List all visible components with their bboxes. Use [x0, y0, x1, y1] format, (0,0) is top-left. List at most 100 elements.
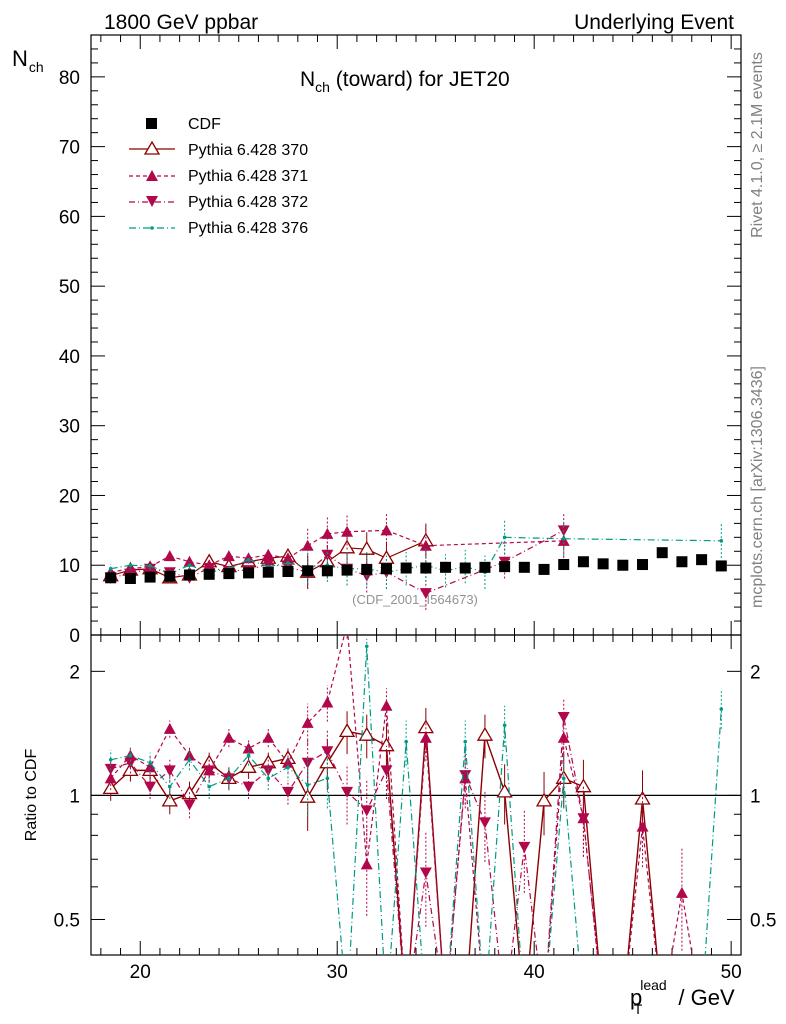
- legend-entry-cdf: CDF: [146, 116, 221, 133]
- data-point: [243, 567, 255, 579]
- main-series-data: [105, 547, 727, 584]
- data-point: [163, 550, 176, 562]
- data-point: [223, 568, 235, 580]
- ratio-point: [128, 753, 133, 758]
- series-line-segment: [327, 554, 348, 570]
- data-point: [440, 561, 452, 573]
- header-right: Underlying Event: [574, 11, 734, 34]
- data-point: [719, 539, 724, 543]
- rivet-version-label: Rivet 4.1.0, ≥ 2.1M events: [749, 52, 766, 238]
- ratio-y-tick-label-right: 0.5: [750, 910, 776, 931]
- ratio-point: [325, 776, 330, 781]
- ratio-point: [341, 786, 354, 798]
- series-line-segment: [268, 562, 289, 568]
- data-point: [656, 547, 668, 559]
- ratio-point: [561, 776, 566, 781]
- data-point: [341, 525, 354, 537]
- ratio-series-s371: [104, 635, 693, 955]
- main-title: Nch (toward) for JET20: [300, 68, 510, 95]
- series-line-segment: [386, 529, 427, 547]
- ratio-series-s376: [108, 638, 724, 955]
- main-ylabel: Nch: [12, 46, 44, 75]
- ratio-point: [240, 759, 257, 773]
- main-y-tick-label: 80: [59, 68, 80, 89]
- main-series-s376: [108, 519, 724, 589]
- main-series: [102, 512, 727, 610]
- data-point: [302, 565, 314, 577]
- ratio-point: [187, 758, 192, 762]
- ratio-y-tick-label-right: 1: [750, 786, 761, 807]
- series-line-segment: [386, 571, 427, 594]
- main-panel: 0 10 20 30 40 50 60 70 80 Nch Nch (toward) for J…: [12, 34, 742, 647]
- data-point: [378, 549, 395, 564]
- data-point: [321, 549, 334, 561]
- ratio-axes: 20 30 40 50 0.5 0.5 1 1 2 2: [54, 635, 776, 983]
- data-point: [358, 540, 375, 555]
- ratio-point: [358, 726, 375, 741]
- legend-label-371: Pythia 6.428 371: [188, 168, 308, 185]
- data-point: [262, 558, 275, 570]
- ratio-panel: 20 30 40 50 0.5 0.5 1 1 2 2 Ratio to CDF plead T /…: [23, 634, 776, 1017]
- ratio-point: [380, 699, 393, 711]
- main-y-tick-label: 50: [59, 277, 80, 298]
- data-point: [561, 536, 566, 541]
- ratio-point: [281, 786, 294, 798]
- ratio-point: [161, 792, 178, 807]
- ratio-point: [502, 723, 507, 728]
- ratio-point: [163, 765, 176, 777]
- ratio-point: [338, 723, 356, 738]
- ratio-point: [144, 761, 157, 773]
- ratio-y-tick-label: 0.5: [54, 910, 80, 931]
- data-point: [286, 561, 290, 565]
- mcplots-label: mcplots.cern.ch [arXiv:1306.3436]: [749, 366, 766, 608]
- ratio-point: [476, 726, 494, 741]
- main-y-tick-label: 10: [59, 556, 80, 577]
- legend-label-370: Pythia 6.428 370: [188, 142, 308, 159]
- ratio-point: [108, 758, 113, 762]
- legend-marker-triangle-down: [146, 196, 158, 207]
- legend-label-372: Pythia 6.428 372: [188, 194, 308, 211]
- ratio-point: [496, 783, 513, 798]
- analysis-watermark: (CDF_2001_I564673): [352, 592, 478, 607]
- data-point: [538, 563, 550, 575]
- ratio-point: [417, 719, 434, 734]
- ratio-point: [144, 781, 157, 793]
- data-point: [419, 539, 432, 551]
- legend-marker-dot: [150, 226, 154, 230]
- ratio-point: [675, 886, 688, 898]
- data-point: [341, 564, 353, 576]
- x-tick-label: 40: [524, 962, 545, 983]
- series-line-segment: [563, 538, 722, 542]
- ratio-point: [478, 817, 491, 829]
- ratio-point: [360, 805, 373, 817]
- legend-label-376: Pythia 6.428 376: [188, 220, 308, 237]
- ratio-point: [380, 765, 393, 777]
- data-point: [108, 566, 113, 571]
- data-point: [183, 569, 195, 581]
- data-point: [222, 550, 235, 562]
- ratio-series: [102, 635, 724, 955]
- data-point: [400, 562, 412, 574]
- data-point: [597, 558, 609, 570]
- ratio-point: [463, 739, 468, 744]
- series-line-segment: [130, 564, 151, 567]
- ratio-point: [321, 696, 334, 708]
- data-point: [502, 535, 507, 540]
- data-point: [338, 539, 356, 554]
- legend: CDF Pythia 6.428 370 Pythia 6.428 371 Py…: [129, 116, 308, 237]
- ratio-point: [305, 783, 310, 787]
- data-point: [637, 559, 649, 571]
- ratio-y-tick-label: 2: [69, 662, 80, 683]
- data-point: [144, 571, 156, 583]
- x-tick-label: 30: [327, 962, 348, 983]
- x-tick-label: 50: [721, 962, 742, 983]
- legend-entry-376: Pythia 6.428 376: [129, 220, 308, 237]
- ratio-series-s370: [102, 707, 658, 955]
- series-line-segment: [347, 529, 387, 533]
- ratio-point: [404, 739, 408, 744]
- ratio-line: [110, 716, 599, 955]
- data-point: [420, 562, 432, 574]
- data-point: [281, 552, 294, 564]
- x-axis-label: plead T / GeV: [630, 977, 735, 1017]
- data-point: [558, 559, 570, 571]
